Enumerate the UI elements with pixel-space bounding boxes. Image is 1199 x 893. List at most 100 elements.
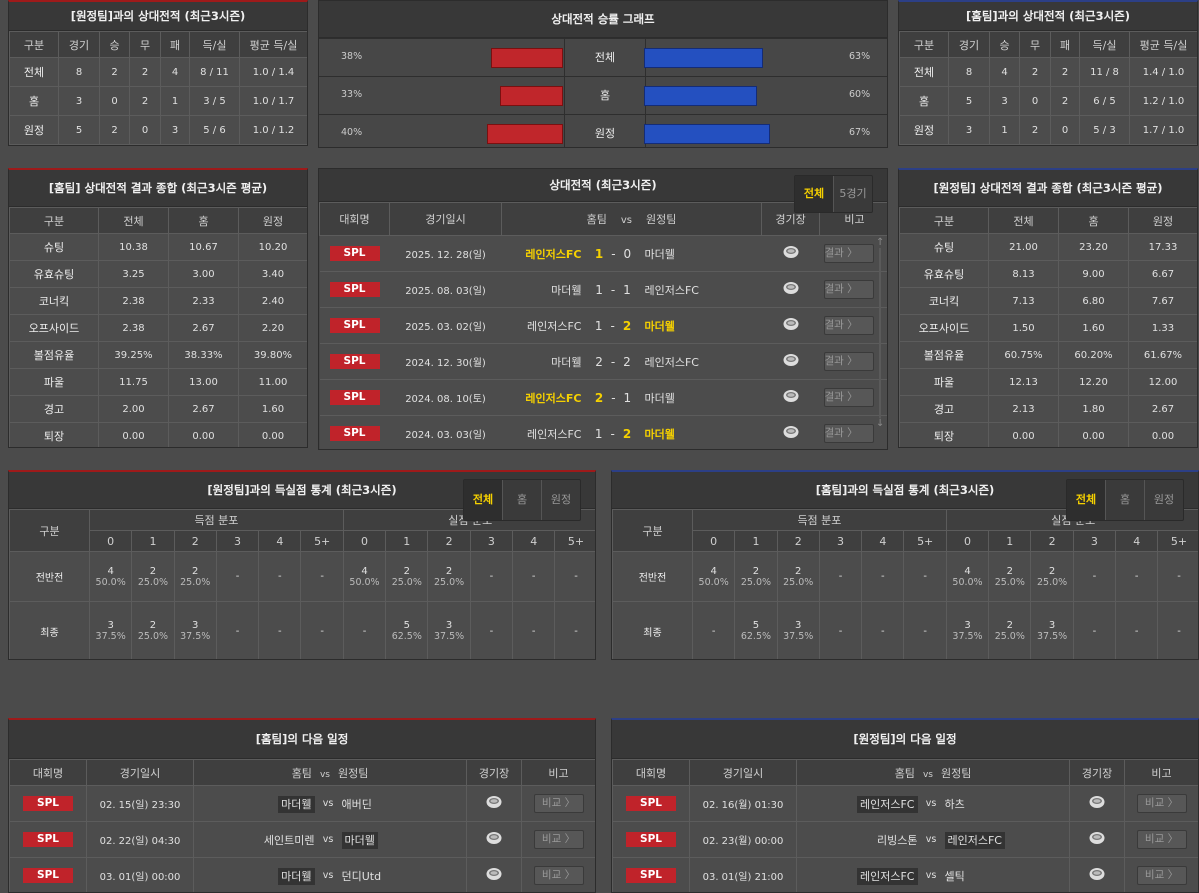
- stadium-icon[interactable]: [783, 353, 799, 370]
- cell-value: 39.25%: [99, 342, 169, 369]
- cell-value: 60.20%: [1059, 342, 1129, 369]
- compare-button[interactable]: 비교 〉: [534, 866, 584, 885]
- compare-button[interactable]: 비교 〉: [534, 794, 584, 813]
- home-team: 레인저스FC: [502, 236, 582, 272]
- header-vs: vs: [923, 770, 933, 780]
- cell-value: 8: [59, 58, 100, 87]
- row-label: 볼점유율: [10, 342, 99, 369]
- compare-button[interactable]: 비교 〉: [534, 830, 584, 849]
- scroll-track[interactable]: [879, 248, 881, 418]
- tab-5경기[interactable]: 5경기: [833, 176, 872, 212]
- group-header-scored: 득점 분포: [90, 510, 344, 531]
- vs-label: vs: [315, 858, 342, 893]
- result-button[interactable]: 결과 〉: [824, 316, 874, 335]
- result-button[interactable]: 결과 〉: [824, 244, 874, 263]
- stadium-icon[interactable]: [486, 795, 502, 812]
- goal-count: 2: [1031, 566, 1072, 577]
- stadium-icon[interactable]: [486, 867, 502, 884]
- cell-value: 2: [1020, 58, 1051, 87]
- row-label: 오프사이드: [10, 315, 99, 342]
- result-button[interactable]: 결과 〉: [824, 280, 874, 299]
- header-vs: vs: [320, 770, 330, 780]
- goal-count: 4: [947, 566, 988, 577]
- stadium-icon[interactable]: [1089, 795, 1105, 812]
- stadium-cell: [1070, 822, 1125, 858]
- tab-원정[interactable]: 원정: [541, 480, 580, 520]
- scroll-down-icon[interactable]: ↓: [876, 418, 884, 429]
- tab-전체[interactable]: 전체: [1067, 480, 1105, 520]
- cell-value: 6.67: [1129, 261, 1198, 288]
- stadium-icon[interactable]: [1089, 831, 1105, 848]
- tab-전체[interactable]: 전체: [795, 176, 833, 212]
- tab-전체[interactable]: 전체: [464, 480, 502, 520]
- cell-value: 2: [130, 58, 161, 87]
- result-button[interactable]: 결과 〉: [824, 352, 874, 371]
- bucket-header: 2: [174, 531, 216, 552]
- stadium-cell: [762, 308, 820, 344]
- column-header: 경기일시: [690, 760, 797, 786]
- away-team: 레인저스FC: [945, 832, 1006, 849]
- row-label: 파울: [900, 369, 989, 396]
- tab-원정[interactable]: 원정: [1144, 480, 1183, 520]
- left-percent: 33%: [341, 89, 362, 100]
- away-score: 2: [623, 319, 631, 333]
- right-bar: [644, 48, 763, 68]
- stadium-icon[interactable]: [783, 245, 799, 262]
- cell-value: 5 / 6: [190, 116, 240, 145]
- compare-button[interactable]: 비교 〉: [1137, 830, 1187, 849]
- row-label: 경고: [10, 396, 99, 423]
- cell-value: 0.00: [169, 423, 239, 449]
- score-dash: -: [610, 427, 614, 441]
- away-cell: 셀틱: [945, 858, 1070, 893]
- league-badge: SPL: [23, 868, 73, 883]
- cell-value: 0.00: [989, 423, 1059, 449]
- goal-count: -: [820, 626, 861, 637]
- stadium-icon[interactable]: [783, 317, 799, 334]
- stadium-cell: [1070, 858, 1125, 893]
- bucket-header: 4: [513, 531, 555, 552]
- scroll-up-icon[interactable]: ↑: [876, 237, 884, 248]
- column-header: 경기일시: [87, 760, 194, 786]
- cell-value: 61.67%: [1129, 342, 1198, 369]
- goal-cell: -: [1073, 552, 1115, 602]
- home-team: 리빙스톤: [877, 834, 917, 847]
- goal-cell: -: [1116, 602, 1158, 661]
- cell-value: 3: [59, 87, 100, 116]
- row-label: 코너킥: [10, 288, 99, 315]
- result-button[interactable]: 결과 〉: [824, 388, 874, 407]
- goal-count: -: [1158, 626, 1199, 637]
- league-badge: SPL: [330, 426, 380, 441]
- row-label: 홈: [10, 87, 59, 116]
- scrollbar[interactable]: ↑ ↓: [876, 237, 884, 447]
- tab-홈[interactable]: 홈: [1105, 480, 1144, 520]
- compare-button[interactable]: 비교 〉: [1137, 866, 1187, 885]
- goal-percent: 37.5%: [175, 631, 216, 642]
- goal-count: -: [217, 571, 258, 582]
- goal-count: 3: [947, 620, 988, 631]
- goal-count: -: [862, 571, 903, 582]
- header-vs: vs: [621, 215, 632, 226]
- stadium-icon[interactable]: [783, 281, 799, 298]
- away-team: 던디Utd: [342, 870, 382, 883]
- row-label: 최종: [613, 602, 693, 661]
- stadium-icon[interactable]: [1089, 867, 1105, 884]
- cell-value: 0.00: [99, 423, 169, 449]
- result-button[interactable]: 결과 〉: [824, 424, 874, 443]
- stadium-icon[interactable]: [783, 425, 799, 442]
- stadium-icon[interactable]: [486, 831, 502, 848]
- tab-홈[interactable]: 홈: [502, 480, 541, 520]
- stadium-icon[interactable]: [783, 389, 799, 406]
- row-label: 파울: [10, 369, 99, 396]
- compare-button[interactable]: 비교 〉: [1137, 794, 1187, 813]
- home-cell: 마더웰: [194, 858, 315, 893]
- bucket-header: 4: [259, 531, 301, 552]
